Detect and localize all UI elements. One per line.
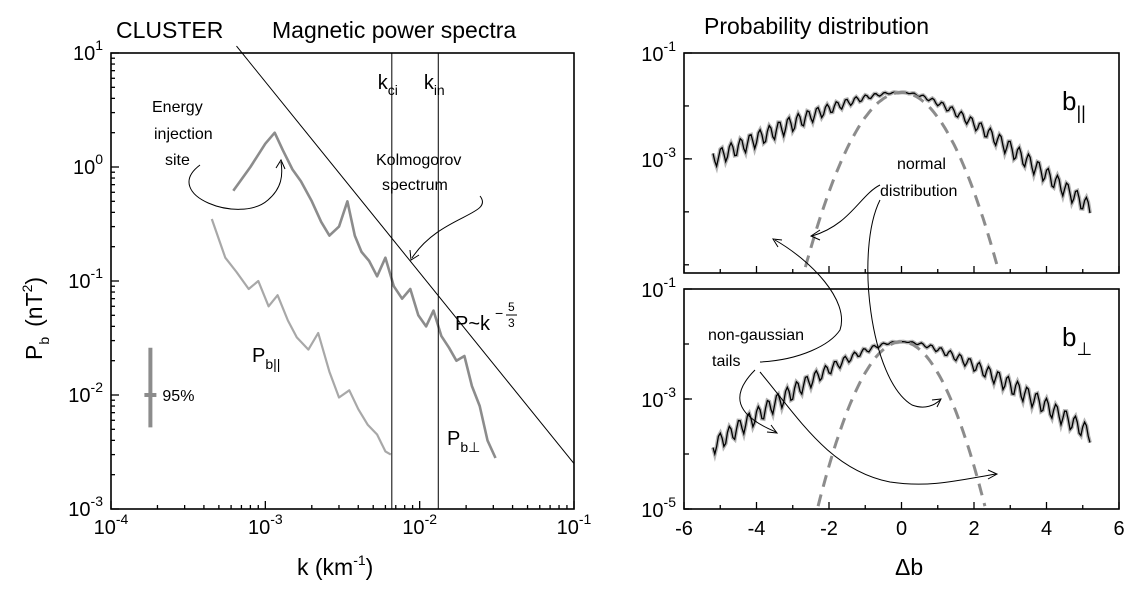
- pdf-series: [711, 90, 1092, 507]
- spectra-y-tick-label: 10-2: [68, 379, 103, 407]
- pdf-y-tick-label: 10-5: [641, 494, 676, 522]
- svg-text:−: −: [495, 305, 503, 321]
- pdf-x-tick-label: -6: [675, 518, 693, 540]
- pdf-x-ticks: -6 -4 -2 0 2 4 6: [675, 266, 1125, 540]
- wavenumber-lines: kci kin: [378, 53, 445, 509]
- tails-annotation-2: tails: [712, 353, 740, 370]
- xlabel-sup: -1: [353, 552, 366, 568]
- spectra-x-ticks: 10-4 10-3 10-2 10-1: [94, 501, 592, 539]
- pdf-x-tick-label: 0: [896, 518, 907, 540]
- error-bar: 95%: [144, 347, 194, 428]
- p-bperp-label: Pb⊥: [447, 428, 480, 455]
- energy-annotation-1: Energy: [152, 99, 203, 116]
- normal-distribution-curve: [816, 340, 987, 507]
- bpar-label: b||: [1062, 86, 1086, 123]
- spectra-x-tick-label: 10-2: [402, 511, 437, 539]
- pdf-title: Probability distribution: [704, 13, 929, 39]
- p-bperp-curve: [232, 131, 497, 459]
- kolmogorov-line: [236, 45, 575, 464]
- svg-text:Pb(nT2): Pb (nT2): [19, 277, 52, 360]
- tails-arrow-3: [759, 371, 997, 485]
- pdf-x-label: Δb: [895, 554, 923, 580]
- spectra-y-ticks: 10-3 10-2 10-1 100 101: [68, 37, 119, 521]
- svg-text:P~k: P~k: [455, 313, 491, 335]
- pdf-x-tick-label: -4: [748, 518, 766, 540]
- pdf-y-tick-label: 10-3: [641, 144, 676, 172]
- ylabel-unit-close: ): [21, 277, 47, 285]
- tails-arrowhead-1: [772, 238, 783, 248]
- energy-annotation-3: site: [165, 152, 190, 169]
- pdf-y-tick-label: 10-3: [641, 384, 676, 412]
- energy-annotation-2: injection: [154, 126, 213, 143]
- normal-arrow-2: [867, 199, 941, 408]
- error-bar-label: 95%: [162, 388, 194, 405]
- xlabel-text: k (km: [297, 554, 353, 580]
- spectra-x-tick-label: 10-1: [557, 511, 592, 539]
- tails-arrow-2: [739, 369, 777, 433]
- pdf-x-tick-label: 2: [968, 518, 979, 540]
- tails-arrowhead-3: [987, 469, 999, 480]
- pdf-y-tick-label: 10-1: [641, 274, 676, 302]
- normal-distribution-curve: [803, 90, 1000, 268]
- pdf-y-ticks: 10-1 10-3 10-1 10-3 10-5: [641, 38, 692, 522]
- spectra-y-tick-label: 10-3: [68, 493, 103, 521]
- xlabel-close: ): [366, 554, 374, 580]
- spectra-title: Magnetic power spectra: [272, 17, 516, 43]
- ylabel-p: P: [21, 345, 47, 360]
- tails-arrow-1: [759, 239, 842, 363]
- spectra-series: [210, 45, 575, 464]
- k-ci-label: kci: [378, 72, 398, 98]
- pdf-x-tick-label: 6: [1113, 518, 1124, 540]
- cluster-title: CLUSTER: [116, 17, 223, 43]
- normal-annotation-1: normal: [897, 156, 946, 173]
- bperp-plot-frame: [683, 288, 1120, 510]
- spectra-plot-frame: [110, 52, 575, 510]
- pdf-panel: -6 -4 -2 0 2 4 6 10-1 10-3 10-1 10-3 10-5 Δb b|| b…: [641, 38, 1124, 580]
- ylabel-sub: b: [36, 337, 52, 345]
- pdf-x-tick-label: 4: [1041, 518, 1052, 540]
- spectra-x-tick-label: 10-4: [94, 511, 129, 539]
- normal-arrowhead-1: [809, 229, 821, 241]
- normal-annotation-2: distribution: [880, 183, 957, 200]
- kolmogorov-arrow: [411, 195, 483, 259]
- tails-arrowhead-2: [766, 424, 779, 434]
- svg-text:5: 5: [508, 300, 515, 314]
- svg-text:3: 3: [508, 316, 515, 330]
- pdf-x-tick-label: -2: [820, 518, 838, 540]
- energy-arrowhead: [275, 158, 286, 170]
- pdf-data-band: [711, 339, 1092, 462]
- spectra-y-tick-label: 100: [73, 151, 103, 179]
- ylabel-unit-sup: 2: [19, 284, 35, 292]
- k-in-label: kin: [424, 72, 445, 98]
- spectra-x-label: k (km-1): [297, 552, 373, 580]
- p-bpar-label: Pb||: [252, 345, 280, 372]
- normal-arrow-1: [811, 184, 881, 237]
- spectra-x-tick-label: 10-3: [248, 511, 283, 539]
- kolmogorov-annotation-1: Kolmogorov: [376, 152, 461, 169]
- tails-annotation-1: non-gaussian: [708, 327, 804, 344]
- spectra-y-tick-label: 101: [73, 37, 103, 65]
- kolmogorov-annotation-2: spectrum: [382, 177, 448, 194]
- kolmogorov-slope-label: P~k − 5 3: [455, 300, 517, 335]
- bperp-label: b⊥: [1062, 322, 1092, 359]
- energy-arrow: [188, 161, 283, 210]
- spectra-y-tick-label: 10-1: [68, 265, 103, 293]
- p-bpar-curve: [210, 218, 392, 456]
- spectra-y-label: Pb (nT2): [19, 277, 52, 360]
- normal-arrowhead-2: [931, 398, 942, 408]
- ylabel-unit: (nT: [21, 292, 47, 327]
- kolmogorov-arrowhead: [409, 249, 420, 261]
- pdf-y-tick-label: 10-1: [641, 38, 676, 66]
